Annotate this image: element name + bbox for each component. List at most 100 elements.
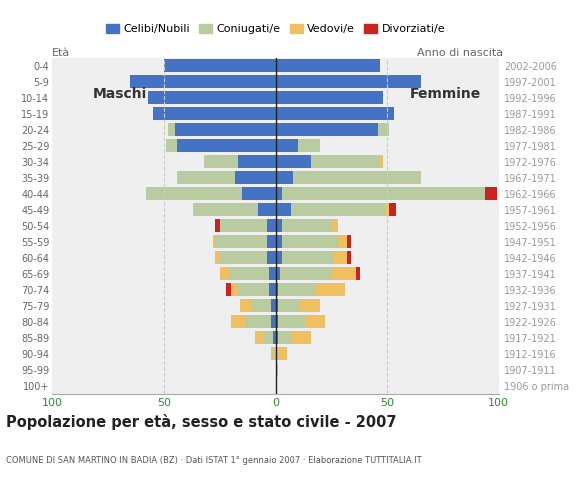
Bar <box>291 331 311 344</box>
Bar <box>148 91 276 104</box>
Text: Popolazione per età, sesso e stato civile - 2007: Popolazione per età, sesso e stato civil… <box>6 414 396 430</box>
Bar <box>278 348 287 360</box>
Bar <box>269 267 276 280</box>
Bar <box>300 300 320 312</box>
Bar <box>229 267 269 280</box>
Bar <box>231 283 238 296</box>
Bar <box>278 315 304 328</box>
Bar <box>269 283 276 296</box>
Bar <box>238 283 269 296</box>
Bar <box>242 187 276 200</box>
Bar <box>278 300 300 312</box>
Bar <box>271 348 273 360</box>
Bar <box>389 204 396 216</box>
Bar <box>215 235 267 248</box>
Bar <box>385 204 389 216</box>
Bar <box>276 187 282 200</box>
Bar <box>238 156 276 168</box>
Bar <box>291 204 385 216</box>
Bar <box>226 283 231 296</box>
Text: Maschi: Maschi <box>92 87 147 101</box>
Bar <box>267 219 276 232</box>
Bar <box>378 123 389 136</box>
Bar <box>215 219 220 232</box>
Bar <box>264 331 273 344</box>
Bar <box>267 252 276 264</box>
Bar <box>276 219 282 232</box>
Bar <box>213 235 215 248</box>
Bar <box>311 156 380 168</box>
Bar <box>177 139 276 152</box>
Bar <box>276 252 282 264</box>
Bar <box>204 156 238 168</box>
Bar <box>146 187 242 200</box>
Bar <box>276 156 311 168</box>
Bar <box>276 108 394 120</box>
Bar <box>276 60 380 72</box>
Bar <box>251 300 271 312</box>
Bar <box>278 331 291 344</box>
Bar <box>298 139 320 152</box>
Bar <box>255 331 264 344</box>
Bar <box>276 267 280 280</box>
Legend: Celibi/Nubili, Coniugati/e, Vedovi/e, Divorziati/e: Celibi/Nubili, Coniugati/e, Vedovi/e, Di… <box>101 20 450 39</box>
Bar <box>282 219 331 232</box>
Bar <box>276 331 278 344</box>
Bar <box>193 204 258 216</box>
Bar <box>231 315 246 328</box>
Bar <box>166 139 177 152</box>
Bar <box>220 252 267 264</box>
Bar <box>316 283 345 296</box>
Bar <box>276 348 278 360</box>
Bar <box>293 171 420 184</box>
Bar <box>276 300 278 312</box>
Bar <box>276 283 278 296</box>
Bar <box>304 315 325 328</box>
Bar <box>258 204 275 216</box>
Bar <box>246 315 271 328</box>
Bar <box>220 267 229 280</box>
Text: COMUNE DI SAN MARTINO IN BADIA (BZ) · Dati ISTAT 1° gennaio 2007 · Elaborazione : COMUNE DI SAN MARTINO IN BADIA (BZ) · Da… <box>6 456 422 465</box>
Text: Femmine: Femmine <box>409 87 481 101</box>
Bar <box>331 219 338 232</box>
Bar <box>282 252 333 264</box>
Bar <box>276 235 282 248</box>
Bar <box>278 283 316 296</box>
Bar <box>276 75 420 88</box>
Bar <box>276 91 383 104</box>
Bar <box>175 123 276 136</box>
Bar <box>380 156 383 168</box>
Bar <box>168 123 175 136</box>
Bar <box>273 331 276 344</box>
Bar <box>334 252 347 264</box>
Bar <box>164 60 276 72</box>
Bar <box>271 300 276 312</box>
Bar <box>153 108 276 120</box>
Bar <box>331 267 356 280</box>
Bar <box>267 235 276 248</box>
Bar <box>485 187 496 200</box>
Bar <box>347 252 351 264</box>
Bar <box>235 171 276 184</box>
Bar <box>347 235 351 248</box>
Bar <box>273 348 276 360</box>
Bar <box>276 139 298 152</box>
Bar <box>280 267 331 280</box>
Bar <box>220 219 267 232</box>
Bar <box>282 235 338 248</box>
Bar <box>240 300 251 312</box>
Bar <box>276 171 293 184</box>
Bar <box>356 267 360 280</box>
Bar <box>338 235 347 248</box>
Bar <box>177 171 235 184</box>
Bar <box>130 75 276 88</box>
Bar <box>282 187 485 200</box>
Bar <box>271 315 276 328</box>
Text: Anno di nascita: Anno di nascita <box>417 48 503 58</box>
Bar <box>276 204 291 216</box>
Bar <box>276 363 278 376</box>
Bar <box>276 315 278 328</box>
Bar <box>215 252 220 264</box>
Bar <box>276 123 378 136</box>
Text: Età: Età <box>52 48 70 58</box>
